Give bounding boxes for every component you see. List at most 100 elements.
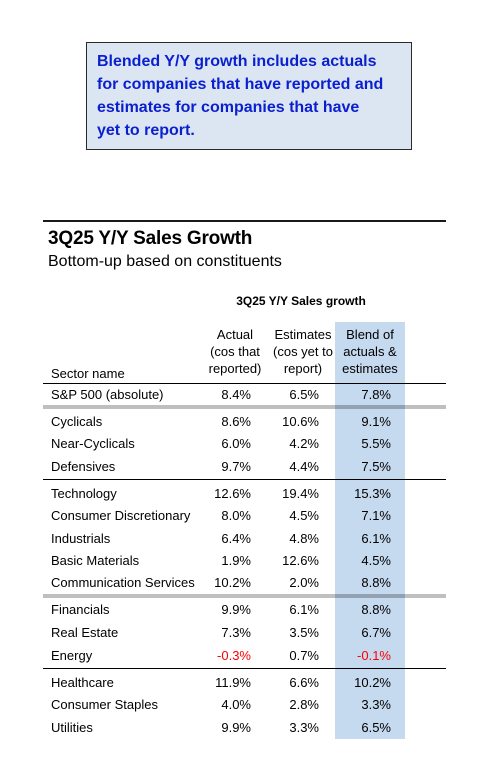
actual-value: 8.4%	[221, 387, 251, 402]
table-row: Consumer Discretionary 8.0% 4.5% 7.1%	[51, 505, 407, 527]
actual-value: 8.6%	[221, 414, 251, 429]
actual-value: 4.0%	[221, 697, 251, 712]
actual-value: 11.9%	[215, 675, 251, 690]
header-line: Actual	[216, 327, 254, 342]
header-divider	[43, 383, 446, 384]
estimates-value: 6.1%	[289, 602, 319, 617]
blend-value: 6.7%	[361, 625, 391, 640]
sector-name: Defensives	[51, 459, 116, 474]
sector-name: Communication Services	[51, 575, 195, 590]
estimates-value: 3.3%	[289, 720, 319, 735]
header-line: report)	[283, 361, 323, 376]
blend-value: 4.5%	[361, 553, 391, 568]
sector-name: Energy	[51, 648, 93, 663]
blend-value: 15.3%	[354, 486, 391, 501]
sector-column-header: Sector name	[51, 366, 125, 381]
estimates-value: 6.6%	[289, 675, 319, 690]
header-line: Estimates	[274, 327, 332, 342]
blend-value: 10.2%	[354, 675, 391, 690]
header-line: estimates	[342, 361, 398, 376]
estimates-value: 0.7%	[289, 648, 319, 663]
group-divider	[43, 405, 446, 409]
sector-name: Basic Materials	[51, 553, 140, 568]
blend-value: 3.3%	[361, 697, 391, 712]
sector-name: Real Estate	[51, 625, 119, 640]
actual-value: -0.3%	[217, 648, 251, 663]
table-title: 3Q25 Y/Y Sales growth	[236, 294, 366, 308]
estimates-column-header: Estimates (cos yet to report)	[268, 326, 338, 377]
table-row: Healthcare 11.9% 6.6% 10.2%	[51, 672, 407, 694]
sector-name: Consumer Staples	[51, 697, 158, 712]
sector-name: Technology	[51, 486, 117, 501]
table-row: Utilities 9.9% 3.3% 6.5%	[51, 717, 407, 739]
estimates-value: 4.5%	[289, 508, 319, 523]
estimates-value: 3.5%	[289, 625, 319, 640]
sector-name: S&P 500 (absolute)	[51, 387, 164, 402]
estimates-value: 4.2%	[289, 436, 319, 451]
estimates-value: 6.5%	[289, 387, 319, 402]
table-row: Defensives 9.7% 4.4% 7.5%	[51, 456, 407, 478]
actual-value: 9.9%	[221, 720, 251, 735]
actual-column-header: Actual (cos that reported)	[204, 326, 266, 377]
estimates-value: 2.8%	[289, 697, 319, 712]
estimates-value: 2.0%	[289, 575, 319, 590]
table-row: Near-Cyclicals 6.0% 4.2% 5.5%	[51, 433, 407, 455]
blend-value: 6.5%	[361, 720, 391, 735]
estimates-value: 4.8%	[289, 531, 319, 546]
group-divider	[43, 479, 446, 480]
estimates-value: 4.4%	[289, 459, 319, 474]
blend-value: 7.5%	[361, 459, 391, 474]
table-row: Technology 12.6% 19.4% 15.3%	[51, 483, 407, 505]
sector-name: Financials	[51, 602, 110, 617]
sector-name: Industrials	[51, 531, 111, 546]
blend-column-highlight	[335, 322, 405, 739]
sector-name: Utilities	[51, 720, 93, 735]
header-line: (cos that	[210, 344, 260, 359]
blend-value: 6.1%	[361, 531, 391, 546]
header-line: reported)	[208, 361, 262, 376]
group-divider	[43, 668, 446, 669]
callout-line: yet to report.	[97, 122, 195, 139]
actual-value: 6.0%	[221, 436, 251, 451]
callout-line: Blended Y/Y growth includes actuals	[97, 53, 377, 70]
estimates-value: 10.6%	[282, 414, 319, 429]
actual-value: 6.4%	[221, 531, 251, 546]
header-line: actuals &	[343, 344, 397, 359]
header-line: (cos yet to	[273, 344, 333, 359]
estimates-value: 12.6%	[282, 553, 319, 568]
table-row: Industrials 6.4% 4.8% 6.1%	[51, 528, 407, 550]
blend-value: 7.8%	[361, 387, 391, 402]
actual-value: 1.9%	[221, 553, 251, 568]
sector-name: Healthcare	[51, 675, 114, 690]
actual-value: 10.2%	[214, 575, 251, 590]
actual-value: 8.0%	[221, 508, 251, 523]
table-row: Basic Materials 1.9% 12.6% 4.5%	[51, 550, 407, 572]
table-row: Communication Services 10.2% 2.0% 8.8%	[51, 572, 407, 594]
blend-value: 8.8%	[361, 602, 391, 617]
table-row: S&P 500 (absolute) 8.4% 6.5% 7.8%	[51, 384, 407, 406]
actual-value: 9.9%	[221, 602, 251, 617]
table-row: Consumer Staples 4.0% 2.8% 3.3%	[51, 694, 407, 716]
blend-value: -0.1%	[357, 648, 391, 663]
blend-value: 9.1%	[361, 414, 391, 429]
top-divider	[43, 220, 446, 222]
sector-name: Near-Cyclicals	[51, 436, 135, 451]
estimates-value: 19.4%	[282, 486, 319, 501]
sector-name: Cyclicals	[51, 414, 103, 429]
sector-name: Consumer Discretionary	[51, 508, 191, 523]
header-line: Blend of	[346, 327, 394, 342]
callout-box: Blended Y/Y growth includes actuals for …	[86, 42, 412, 150]
table-row: Cyclicals 8.6% 10.6% 9.1%	[51, 411, 407, 433]
table-row: Energy -0.3% 0.7% -0.1%	[51, 645, 407, 667]
actual-value: 12.6%	[214, 486, 251, 501]
callout-line: for companies that have reported and	[97, 76, 384, 93]
actual-value: 9.7%	[221, 459, 251, 474]
blend-value: 8.8%	[361, 575, 391, 590]
table-row: Real Estate 7.3% 3.5% 6.7%	[51, 622, 407, 644]
blend-value: 7.1%	[361, 508, 391, 523]
actual-value: 7.3%	[221, 625, 251, 640]
callout-line: estimates for companies that have	[97, 99, 360, 116]
blend-column-header: Blend of actuals & estimates	[336, 326, 404, 377]
blend-value: 5.5%	[361, 436, 391, 451]
page-title: 3Q25 Y/Y Sales Growth	[48, 228, 253, 249]
